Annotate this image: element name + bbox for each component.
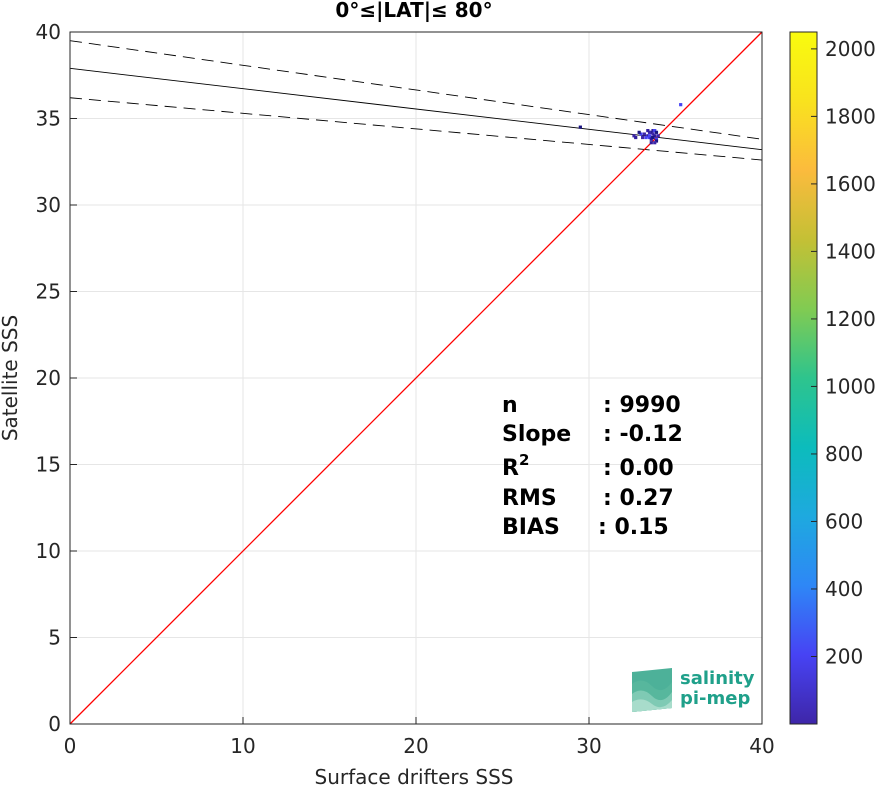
scatter-point xyxy=(646,129,650,133)
y-tick-label: 5 xyxy=(48,626,61,650)
salinity-pi-mep-logo: salinity pi-mep xyxy=(632,668,755,712)
scatter-point xyxy=(641,135,645,140)
colorbar-tick-label: 1600 xyxy=(825,172,876,196)
scatter-point xyxy=(653,141,657,145)
stats-box: n : 9990 Slope : -0.12 R2 : 0.00 RMS : 0.27 BIAS… xyxy=(502,393,683,540)
scatter-point xyxy=(653,134,657,138)
scatter-point xyxy=(647,135,652,140)
y-axis-label: Satellite SSS xyxy=(0,315,22,441)
y-tick-label: 20 xyxy=(36,366,61,390)
scatter-point xyxy=(651,132,655,136)
scatter-point xyxy=(656,134,660,138)
stat-label: n xyxy=(502,393,518,418)
x-tick-label: 30 xyxy=(576,734,601,758)
scatter-point xyxy=(653,129,657,133)
y-tick-label: 25 xyxy=(36,280,61,304)
scatter-point xyxy=(637,130,641,134)
colorbar-tick-label: 2000 xyxy=(825,37,876,61)
scatter-point xyxy=(654,130,659,134)
logo-line-2: pi-mep xyxy=(680,688,750,709)
x-tick-label: 10 xyxy=(230,734,255,758)
scatter-point xyxy=(642,132,646,136)
axis-ticks: 0 10 20 30 40 0 5 10 15 20 25 30 35 40 xyxy=(36,20,775,758)
x-tick-label: 0 xyxy=(64,734,77,758)
stat-value: : -0.12 xyxy=(603,422,683,447)
logo-line-1: salinity xyxy=(680,668,755,689)
scatter-point xyxy=(649,135,653,140)
colorbar-tick-label: 1400 xyxy=(825,239,876,263)
colorbar-tick-label: 800 xyxy=(825,442,863,466)
scatter-point xyxy=(679,103,683,107)
stat-value: : 0.27 xyxy=(603,486,674,511)
scatter-point xyxy=(644,135,648,140)
y-tick-label: 40 xyxy=(36,20,61,44)
colorbar-tick-label: 600 xyxy=(825,509,863,533)
scatter-point xyxy=(634,135,638,140)
stat-value: : 0.00 xyxy=(603,456,674,481)
y-tick-label: 30 xyxy=(36,193,61,217)
colorbar-tick-label: 1200 xyxy=(825,307,876,331)
colorbar-ticks: 200 400 600 800 1000 1200 1400 1600 1800 2000 xyxy=(811,37,876,668)
scatter-point xyxy=(654,137,659,141)
scatter-point xyxy=(578,125,582,129)
stat-label: BIAS xyxy=(502,515,560,540)
confidence-bound-line xyxy=(69,40,763,140)
scatter-point xyxy=(649,137,653,141)
stat-value: : 0.15 xyxy=(598,515,669,540)
scatter-point xyxy=(646,134,650,138)
scatter-point xyxy=(639,132,643,136)
scatter-point xyxy=(651,129,655,133)
y-tick-label: 0 xyxy=(48,712,61,736)
scatter-point xyxy=(654,139,659,143)
scatter-point xyxy=(647,134,652,138)
one-to-one-line xyxy=(69,31,763,725)
confidence-bound-line xyxy=(69,97,763,161)
x-tick-label: 20 xyxy=(403,734,428,758)
scatter-point xyxy=(632,134,636,138)
chart-title: 0°≤|LAT|≤ 80° xyxy=(335,0,492,22)
scatter-point xyxy=(649,130,653,134)
stat-value: : 9990 xyxy=(603,393,681,418)
colorbar-tick-label: 200 xyxy=(825,644,863,668)
logo-waves-icon xyxy=(632,668,672,712)
stat-label: R2 xyxy=(502,451,529,481)
scatter-points xyxy=(578,103,683,145)
stat-label: Slope xyxy=(502,422,571,447)
colorbar xyxy=(789,31,818,725)
y-tick-label: 35 xyxy=(36,107,61,131)
scatter-point xyxy=(649,141,653,145)
y-tick-label: 15 xyxy=(36,453,61,477)
y-tick-label: 10 xyxy=(36,539,61,563)
scatter-point xyxy=(651,135,655,140)
stat-label: RMS xyxy=(502,486,557,511)
x-axis-label: Surface drifters SSS xyxy=(315,765,514,786)
colorbar-tick-label: 1000 xyxy=(825,374,876,398)
x-tick-label: 40 xyxy=(749,734,774,758)
colorbar-tick-label: 1800 xyxy=(825,104,876,128)
colorbar-tick-label: 400 xyxy=(825,577,863,601)
scatter-point xyxy=(647,130,652,134)
